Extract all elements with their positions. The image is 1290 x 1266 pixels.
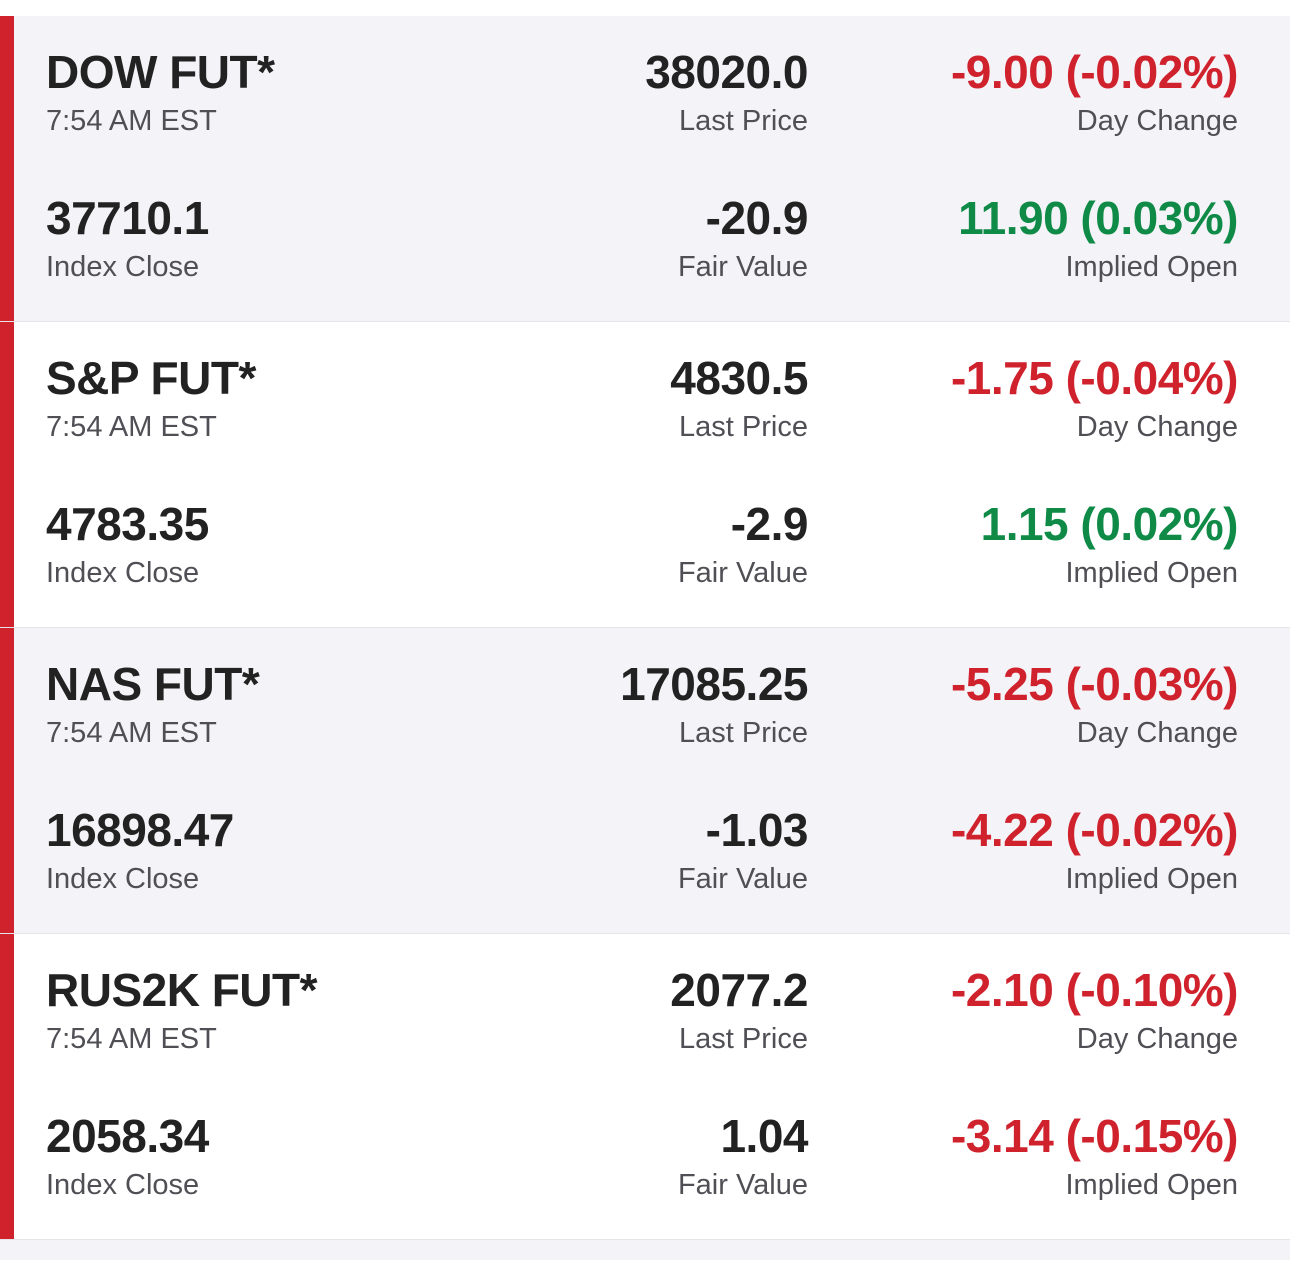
- last-price-value: 2077.2: [670, 964, 808, 1016]
- next-card-peek: [0, 1240, 1290, 1260]
- future-name-cell: NAS FUT* 7:54 AM EST: [46, 658, 260, 750]
- last-price-cell: 2077.2 Last Price: [670, 964, 808, 1056]
- fair-value-cell: -20.9 Fair Value: [677, 192, 809, 284]
- accent-bar: [0, 934, 14, 1239]
- index-close-value: 16898.47: [46, 804, 234, 856]
- accent-bar: [0, 16, 14, 321]
- fair-value-label: Fair Value: [677, 863, 808, 895]
- index-close-value: 2058.34: [46, 1110, 209, 1162]
- last-price-label: Last Price: [679, 1023, 808, 1055]
- implied-open-cell: 1.15 (0.02%) Implied Open: [980, 498, 1239, 590]
- fair-value-cell: 1.04 Fair Value: [677, 1110, 809, 1202]
- index-close-cell: 37710.1 Index Close: [46, 192, 209, 284]
- day-change-cell: -1.75 (-0.04%) Day Change: [950, 352, 1239, 444]
- last-price-value: 38020.0: [645, 46, 808, 98]
- card-row-primary: RUS2K FUT* 7:54 AM EST 2077.2 Last Price…: [46, 934, 1239, 1080]
- day-change-label: Day Change: [1076, 411, 1238, 443]
- future-name-cell: S&P FUT* 7:54 AM EST: [46, 352, 256, 444]
- implied-open-cell: -4.22 (-0.02%) Implied Open: [950, 804, 1239, 896]
- day-change-value: -5.25 (-0.03%): [950, 658, 1239, 710]
- future-card-dow[interactable]: DOW FUT* 7:54 AM EST 38020.0 Last Price …: [0, 16, 1290, 322]
- implied-open-label: Implied Open: [1065, 863, 1239, 895]
- accent-bar: [0, 628, 14, 933]
- fair-value-value: 1.04: [720, 1110, 808, 1162]
- quote-time: 7:54 AM EST: [46, 1023, 217, 1055]
- future-name[interactable]: DOW FUT*: [46, 46, 275, 98]
- fair-value-label: Fair Value: [677, 1169, 808, 1201]
- index-close-cell: 2058.34 Index Close: [46, 1110, 209, 1202]
- future-name[interactable]: NAS FUT*: [46, 658, 260, 710]
- day-change-cell: -2.10 (-0.10%) Day Change: [950, 964, 1239, 1056]
- index-close-label: Index Close: [46, 863, 200, 895]
- index-close-label: Index Close: [46, 1169, 200, 1201]
- future-card-rus2k[interactable]: RUS2K FUT* 7:54 AM EST 2077.2 Last Price…: [0, 934, 1290, 1240]
- quote-time: 7:54 AM EST: [46, 411, 217, 443]
- futures-list: DOW FUT* 7:54 AM EST 38020.0 Last Price …: [0, 16, 1290, 1240]
- fair-value-cell: -1.03 Fair Value: [677, 804, 809, 896]
- future-name-cell: DOW FUT* 7:54 AM EST: [46, 46, 275, 138]
- card-row-primary: DOW FUT* 7:54 AM EST 38020.0 Last Price …: [46, 16, 1239, 162]
- implied-open-cell: -3.14 (-0.15%) Implied Open: [950, 1110, 1239, 1202]
- implied-open-value: 1.15 (0.02%): [980, 498, 1239, 550]
- card-row-primary: S&P FUT* 7:54 AM EST 4830.5 Last Price -…: [46, 322, 1239, 468]
- page-top-spacer: [0, 0, 1290, 16]
- index-close-label: Index Close: [46, 251, 200, 283]
- last-price-label: Last Price: [679, 717, 808, 749]
- last-price-cell: 17085.25 Last Price: [620, 658, 808, 750]
- day-change-cell: -9.00 (-0.02%) Day Change: [950, 46, 1239, 138]
- index-close-label: Index Close: [46, 557, 200, 589]
- day-change-label: Day Change: [1076, 1023, 1238, 1055]
- fair-value-value: -2.9: [730, 498, 809, 550]
- day-change-label: Day Change: [1076, 717, 1238, 749]
- card-row-secondary: 16898.47 Index Close -1.03 Fair Value -4…: [46, 774, 1239, 920]
- fair-value-value: -20.9: [705, 192, 809, 244]
- implied-open-cell: 11.90 (0.03%) Implied Open: [958, 192, 1238, 284]
- index-close-cell: 4783.35 Index Close: [46, 498, 209, 590]
- index-close-value: 37710.1: [46, 192, 209, 244]
- implied-open-value: -4.22 (-0.02%): [950, 804, 1239, 856]
- day-change-label: Day Change: [1076, 105, 1238, 137]
- day-change-value: -1.75 (-0.04%): [950, 352, 1239, 404]
- fair-value-value: -1.03: [705, 804, 809, 856]
- last-price-label: Last Price: [679, 411, 808, 443]
- last-price-cell: 38020.0 Last Price: [645, 46, 808, 138]
- index-close-value: 4783.35: [46, 498, 209, 550]
- day-change-cell: -5.25 (-0.03%) Day Change: [950, 658, 1239, 750]
- day-change-value: -9.00 (-0.02%): [950, 46, 1239, 98]
- quote-time: 7:54 AM EST: [46, 717, 217, 749]
- implied-open-value: -3.14 (-0.15%): [950, 1110, 1239, 1162]
- last-price-cell: 4830.5 Last Price: [670, 352, 808, 444]
- fair-value-label: Fair Value: [677, 557, 808, 589]
- last-price-label: Last Price: [679, 105, 808, 137]
- future-card-nas[interactable]: NAS FUT* 7:54 AM EST 17085.25 Last Price…: [0, 628, 1290, 934]
- future-card-sp[interactable]: S&P FUT* 7:54 AM EST 4830.5 Last Price -…: [0, 322, 1290, 628]
- card-row-secondary: 4783.35 Index Close -2.9 Fair Value 1.15…: [46, 468, 1239, 614]
- implied-open-value: 11.90 (0.03%): [958, 192, 1238, 244]
- last-price-value: 4830.5: [670, 352, 808, 404]
- index-close-cell: 16898.47 Index Close: [46, 804, 234, 896]
- quote-time: 7:54 AM EST: [46, 105, 217, 137]
- implied-open-label: Implied Open: [1065, 1169, 1239, 1201]
- implied-open-label: Implied Open: [1065, 251, 1239, 283]
- fair-value-label: Fair Value: [677, 251, 808, 283]
- card-row-secondary: 2058.34 Index Close 1.04 Fair Value -3.1…: [46, 1080, 1239, 1226]
- implied-open-label: Implied Open: [1065, 557, 1239, 589]
- card-row-secondary: 37710.1 Index Close -20.9 Fair Value 11.…: [46, 162, 1238, 308]
- accent-bar: [0, 322, 14, 627]
- fair-value-cell: -2.9 Fair Value: [677, 498, 809, 590]
- last-price-value: 17085.25: [620, 658, 808, 710]
- future-name[interactable]: S&P FUT*: [46, 352, 256, 404]
- card-row-primary: NAS FUT* 7:54 AM EST 17085.25 Last Price…: [46, 628, 1239, 774]
- future-name[interactable]: RUS2K FUT*: [46, 964, 318, 1016]
- future-name-cell: RUS2K FUT* 7:54 AM EST: [46, 964, 318, 1056]
- day-change-value: -2.10 (-0.10%): [950, 964, 1239, 1016]
